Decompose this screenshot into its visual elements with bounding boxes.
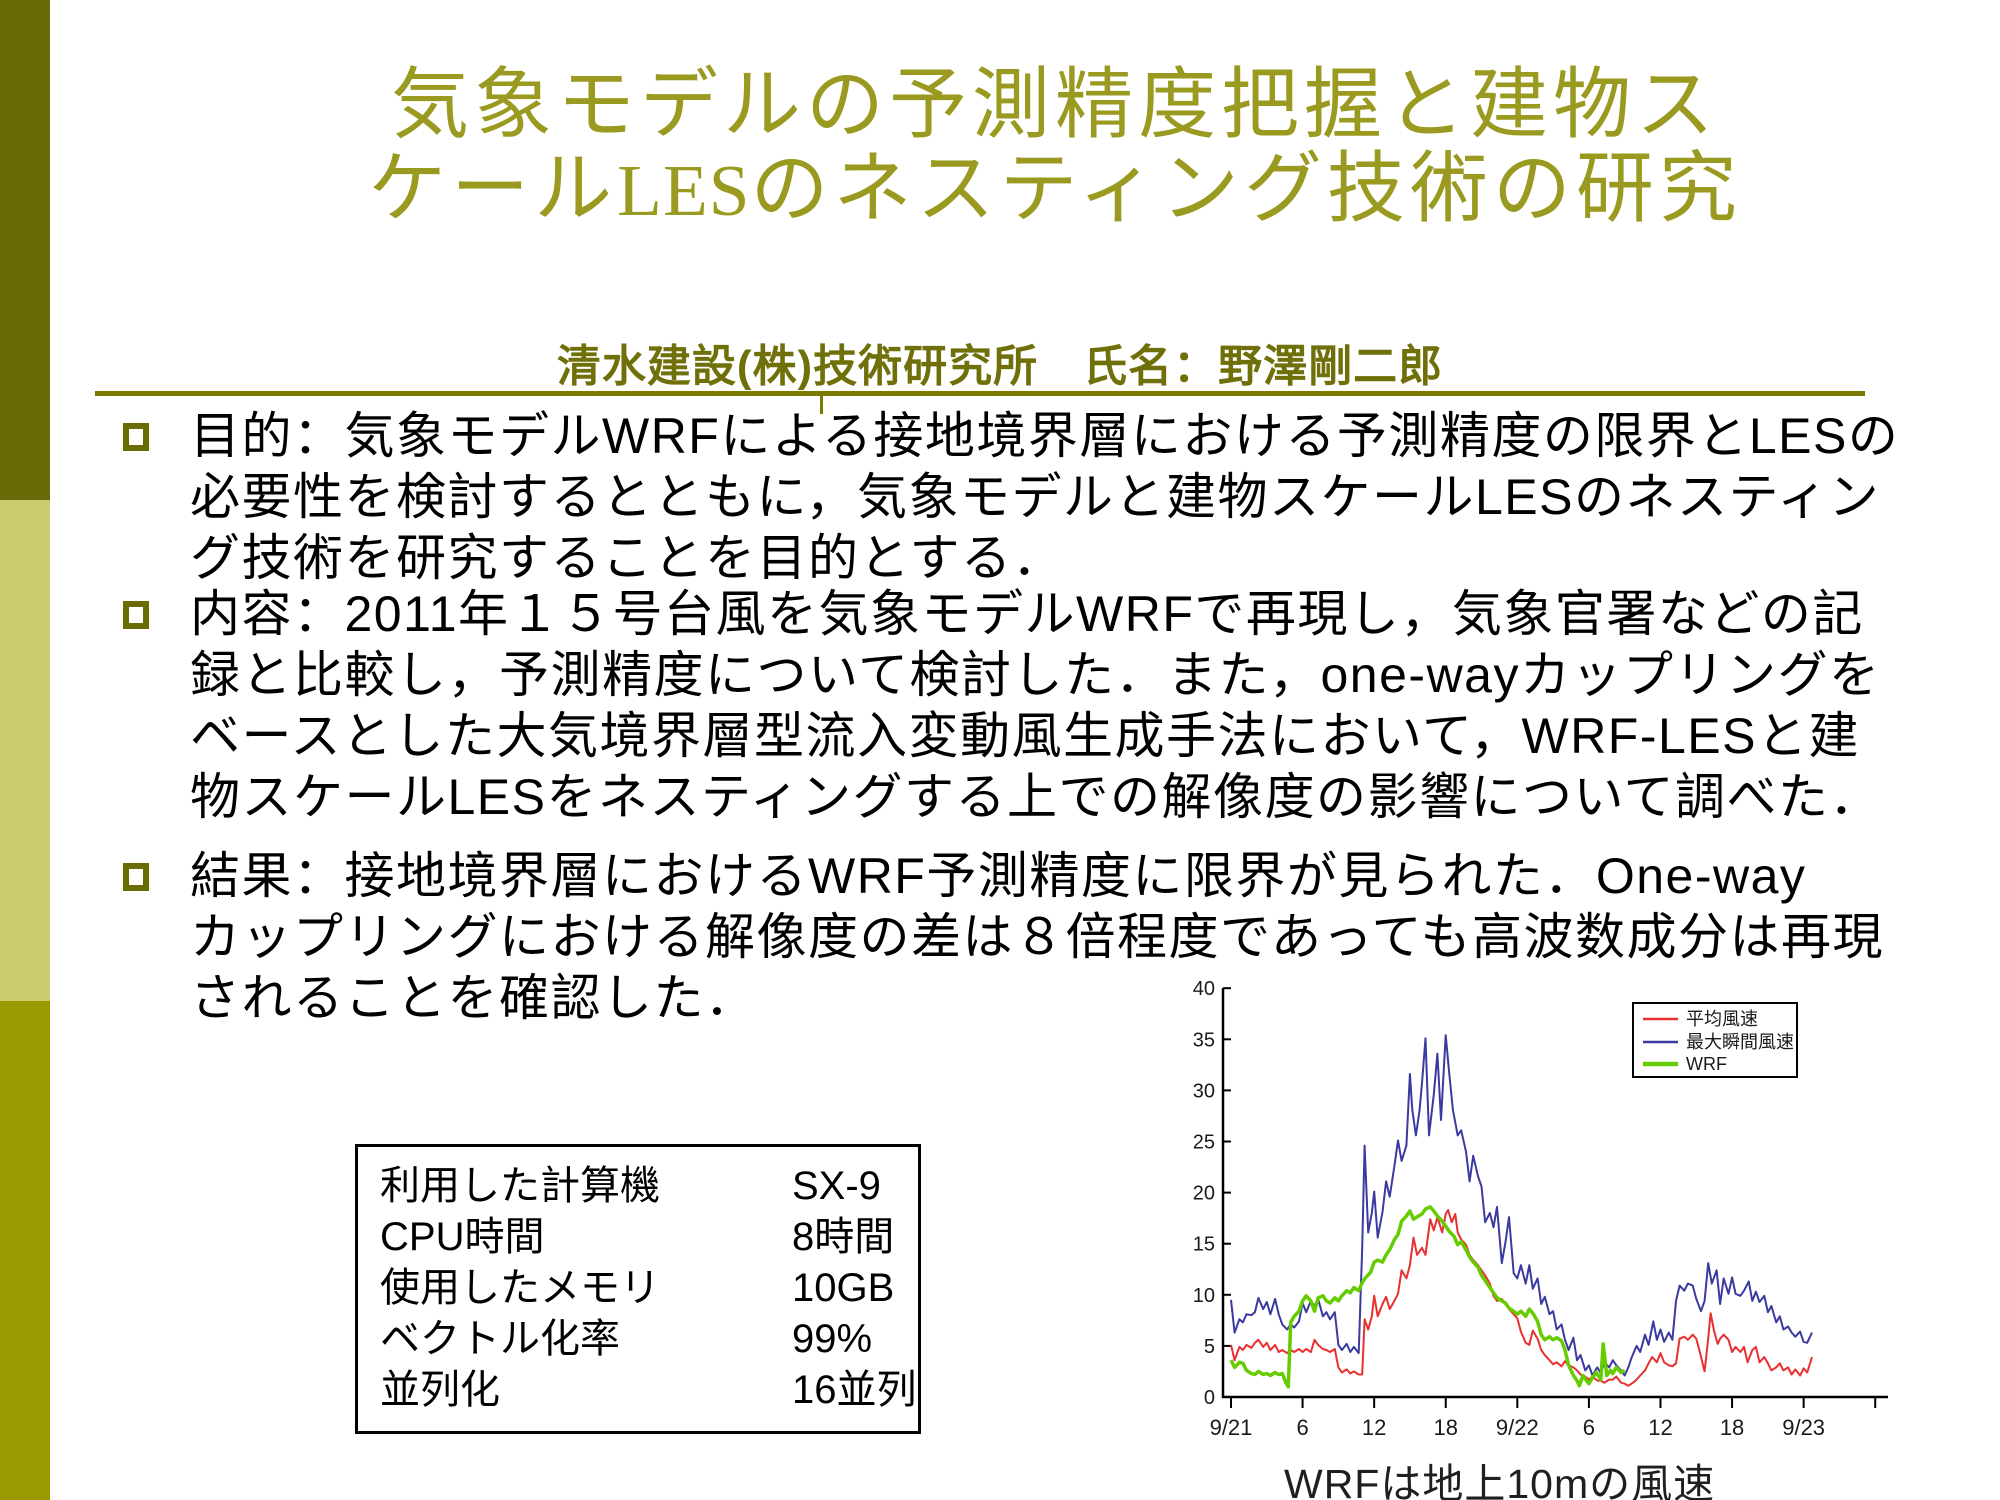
bullet-text: 結果：接地境界層におけるWRF予測精度に限界が見られた．One-way カップリン… [190,846,1884,1029]
bullet-square-icon [123,601,149,629]
bullet-text: 目的：気象モデルWRFによる接地境界層における予測精度の限界とLESの 必要性を検… [190,406,1899,589]
spec-table-row: 使用したメモリ 10GB [358,1263,918,1314]
title-line2-les: LES [617,150,751,231]
x-tick-label: 9/23 [1782,1415,1825,1440]
sidebar-segment-olive [0,1001,50,1500]
spec-label: 使用したメモリ [380,1266,660,1310]
slide-title-line2: ケールLESのネスティング技術の研究 [110,146,2000,233]
spec-table-row: 利用した計算機 SX-9 [358,1161,918,1212]
y-tick-label: 5 [1204,1336,1215,1358]
y-tick-label: 35 [1193,1029,1215,1051]
divider-rule [95,391,1865,396]
x-tick-label: 18 [1720,1415,1744,1440]
slide-title: 気象モデルの予測精度把握と建物ス ケールLESのネスティング技術の研究 [110,62,2000,233]
bullet-item: 内容：2011年１５号台風を気象モデルWRFで再現し，気象官署などの記 録と比較し… [123,584,1881,828]
spec-table-row: 並列化 16並列 [358,1365,918,1416]
bullet-square-icon [123,863,149,891]
computation-spec-table: 利用した計算機 SX-9 CPU時間 8時間 使用したメモリ 10GB ベクトル化率 99% 並… [355,1144,921,1434]
slide-title-line1: 気象モデルの予測精度把握と建物ス [390,60,1719,148]
divider-rule-tick [820,393,823,414]
bullet-text-line: グ技術を研究することを目的とする． [190,530,1064,586]
chart-caption: WRFは地上10mの風速 [1284,1461,1716,1500]
y-tick-label: 25 [1193,1132,1215,1154]
spec-value: 10GB [792,1266,895,1310]
bullet-text-line: 目的：気象モデルWRFによる接地境界層における予測精度の限界とLESの [190,408,1900,464]
y-tick-label: 30 [1193,1080,1215,1102]
sidebar-color-bar [0,0,50,1500]
spec-label: CPU時間 [380,1215,545,1259]
spec-value: 99% [792,1317,873,1361]
series-WRF [1229,1205,1626,1389]
y-tick-label: 0 [1204,1387,1215,1409]
series-最大瞬間風速 [1230,1034,1813,1377]
x-tick-label: 12 [1648,1415,1672,1440]
bullet-item: 結果：接地境界層におけるWRF予測精度に限界が見られた．One-way カップリン… [123,846,1884,1029]
bullet-text-line: 必要性を検討するとともに，気象モデルと建物スケールLESのネスティン [190,469,1881,525]
legend-label: 平均風速 [1686,1009,1758,1029]
title-line2-pre: ケール [368,144,618,232]
bullet-item: 目的：気象モデルWRFによる接地境界層における予測精度の限界とLESの 必要性を検… [123,406,1899,589]
x-tick-label: 9/21 [1210,1415,1253,1440]
bullet-square-icon [123,423,149,451]
spec-label: 利用した計算機 [380,1164,660,1208]
y-tick-label: 10 [1193,1285,1215,1307]
bullet-text-line: カップリングにおける解像度の差は８倍程度であっても高波数成分は再現 [190,909,1884,965]
sidebar-segment-dark [0,0,50,500]
author-line: 清水建設(株)技術研究所 氏名：野澤剛二郎 [556,342,1444,391]
series-平均風速 [1230,1209,1813,1387]
spec-label: ベクトル化率 [380,1317,620,1361]
spec-value: 16並列 [792,1368,917,1412]
bullet-text: 内容：2011年１５号台風を気象モデルWRFで再現し，気象官署などの記 録と比較し… [190,584,1881,828]
spec-table-row: ベクトル化率 99% [358,1314,918,1365]
x-tick-label: 18 [1433,1415,1457,1440]
spec-value: 8時間 [792,1215,895,1259]
x-tick-label: 12 [1362,1415,1386,1440]
sidebar-segment-light [0,500,50,1001]
y-tick-label: 15 [1193,1234,1215,1256]
y-tick-label: 40 [1193,978,1215,1000]
bullet-text-line: 結果：接地境界層におけるWRF予測精度に限界が見られた．One-way [190,848,1807,904]
y-tick-label: 20 [1193,1183,1215,1205]
legend-label: WRF [1686,1054,1727,1074]
bullet-text-line: 内容：2011年１５号台風を気象モデルWRFで再現し，気象官署などの記 [190,586,1864,642]
x-tick-label: 6 [1296,1415,1308,1440]
bullet-text-line: 物スケールLESをネスティングする上での解像度の影響について調べた． [190,769,1882,825]
spec-table-row: CPU時間 8時間 [358,1212,918,1263]
bullet-text-line: されることを確認した． [190,970,757,1026]
title-line2-post: のネスティング技術の研究 [750,144,1742,232]
x-tick-label: 9/22 [1496,1415,1539,1440]
bullet-text-line: 録と比較し，予測精度について検討した．また，one-wayカップリングを [190,647,1881,703]
x-tick-label: 6 [1583,1415,1595,1440]
wind-speed-chart: 0 5 10 15 20 25 30 35 40 9/21 6 12 18 9/22 6 12 18 9/23 平均… [1193,978,1888,1440]
spec-value: SX-9 [792,1164,881,1208]
bullet-text-line: ベースとした大気境界層型流入変動風生成手法において，WRF-LESと建 [190,708,1860,764]
legend-label: 最大瞬間風速 [1686,1032,1794,1052]
spec-label: 並列化 [380,1368,500,1412]
